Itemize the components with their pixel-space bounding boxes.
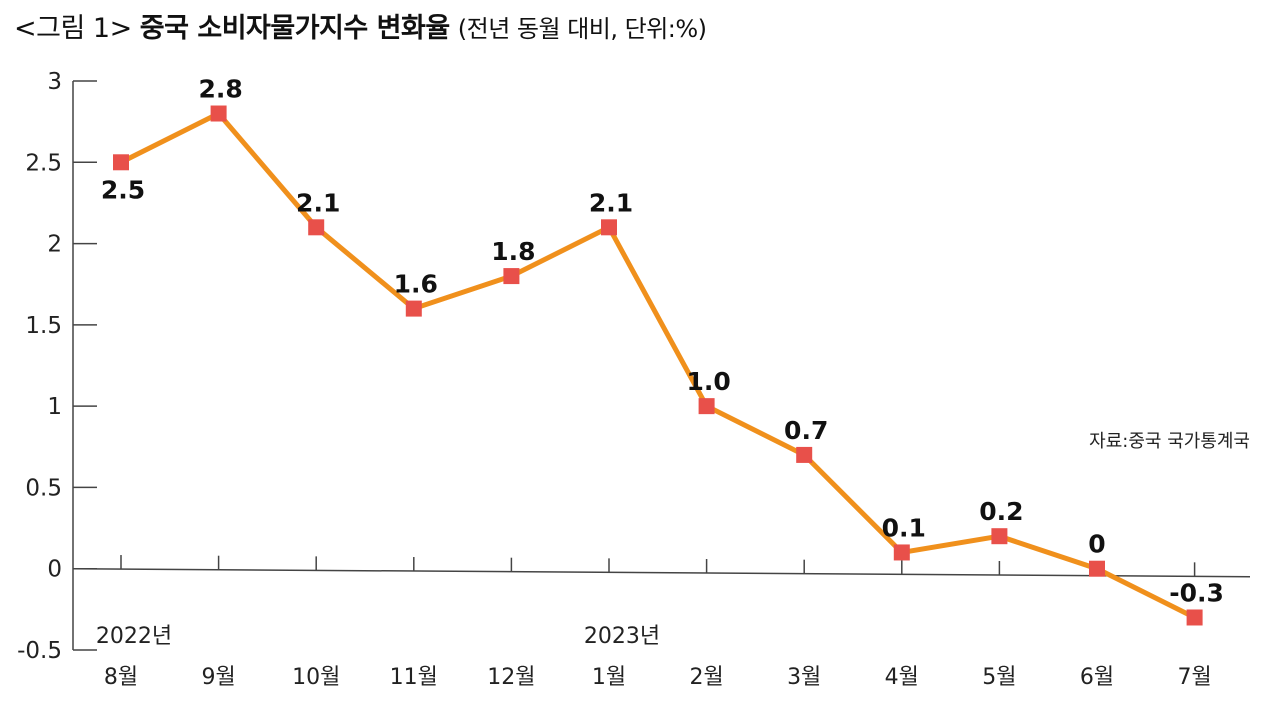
data-label: 1.0 — [686, 367, 730, 396]
data-label: 0 — [1088, 530, 1105, 559]
y-tick-labels: 3 2.5 2 1.5 1 0.5 0 -0.5 — [17, 69, 62, 664]
data-labels: 2.5 2.8 2.1 1.6 1.8 2.1 1.0 0.7 0.1 0.2 0 -0.3 — [101, 75, 1224, 608]
figure-number: <그림 1> — [14, 13, 132, 44]
data-label: -0.3 — [1169, 578, 1224, 607]
x-year-label: 2022년 — [96, 624, 172, 649]
x-category-label: 3월 — [787, 665, 821, 690]
x-category-label: 4월 — [885, 665, 919, 690]
data-point-marker — [1089, 560, 1105, 577]
data-point-marker — [1186, 609, 1203, 626]
x-year-label: 2023년 — [584, 624, 660, 649]
series-line — [119, 110, 1196, 620]
zero-baseline — [72, 567, 1251, 578]
y-tick-label: 1 — [47, 394, 62, 420]
y-tick-label: 0.5 — [25, 475, 62, 501]
data-label: 0.2 — [979, 497, 1023, 526]
x-category-label: 5월 — [982, 665, 1016, 690]
y-tick-label: -0.5 — [17, 638, 62, 664]
y-tick-label: 0 — [47, 557, 62, 583]
data-point-marker — [113, 154, 129, 171]
data-point-marker — [503, 268, 520, 285]
data-label: 0.7 — [784, 416, 828, 445]
x-category-label: 2월 — [689, 665, 723, 690]
x-category-label: 1월 — [592, 665, 626, 690]
x-category-label: 7월 — [1177, 665, 1211, 690]
x-category-label: 11월 — [390, 665, 438, 690]
data-series — [113, 105, 1203, 626]
x-category-label: 10월 — [292, 665, 340, 690]
chart-title: <그림 1> 중국 소비자물가지수 변화율 (전년 동월 대비, 단위:%) — [14, 6, 707, 45]
data-point-marker — [991, 528, 1008, 545]
data-label: 2.1 — [589, 188, 633, 217]
data-point-marker — [405, 300, 422, 317]
data-label: 2.5 — [101, 175, 145, 204]
data-label: 1.8 — [491, 237, 535, 266]
data-point-marker — [893, 544, 910, 561]
x-category-label: 6월 — [1080, 665, 1114, 690]
source-note: 자료:중국 국가통계국 — [1089, 431, 1250, 452]
data-point-marker — [210, 105, 227, 122]
data-label: 1.6 — [394, 270, 438, 299]
axes — [72, 80, 1251, 651]
title-text: 중국 소비자물가지수 변화율 — [139, 13, 450, 44]
y-tick-label: 3 — [47, 69, 62, 95]
y-tick-label: 2.5 — [25, 150, 62, 176]
title-subtitle: (전년 동월 대비, 단위:%) — [457, 15, 707, 43]
x-category-label: 12월 — [487, 665, 535, 690]
data-point-marker — [698, 398, 715, 415]
data-label: 0.1 — [882, 513, 926, 542]
x-category-labels: 8월 9월 10월 11월 12월 1월 2월 3월 4월 5월 6월 7월 2022년 2023년 — [96, 624, 1212, 690]
y-tick-label: 1.5 — [25, 313, 62, 339]
data-point-marker — [601, 219, 617, 236]
data-label: 2.1 — [296, 188, 340, 217]
y-tick-label: 2 — [47, 232, 62, 258]
x-category-label: 8월 — [104, 665, 138, 690]
data-point-marker — [308, 219, 325, 236]
data-point-marker — [796, 446, 813, 463]
x-category-label: 9월 — [201, 665, 235, 690]
data-label: 2.8 — [198, 75, 242, 104]
